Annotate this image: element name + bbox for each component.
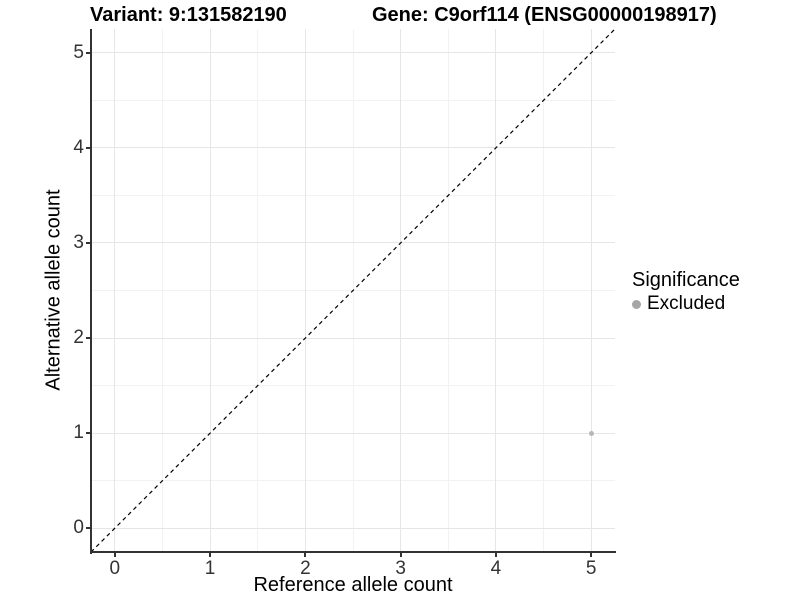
y-tick-label: 4: [73, 136, 84, 158]
legend-item-excluded: Excluded: [632, 293, 740, 315]
gridline-y-minor: [91, 99, 615, 101]
gridline-x-major: [209, 29, 211, 552]
x-tick-mark: [113, 552, 116, 557]
y-tick-mark: [86, 146, 91, 149]
x-axis-line: [91, 551, 616, 553]
gridline-x-major: [400, 29, 402, 552]
gridline-y-minor: [91, 480, 615, 482]
data-point: [588, 430, 594, 436]
y-tick-label: 5: [73, 41, 84, 63]
x-tick-label: 2: [300, 558, 311, 579]
gridline-y-major: [91, 527, 615, 529]
y-axis-title: Alternative allele count: [42, 189, 65, 391]
plot-panel: [90, 28, 616, 553]
x-tick-mark: [494, 552, 497, 557]
gridline-x-major: [590, 29, 592, 552]
gridline-y-major: [91, 147, 615, 149]
gridline-x-major: [495, 29, 497, 552]
y-tick-mark: [86, 337, 91, 340]
y-tick-mark: [86, 527, 91, 530]
x-tick-mark: [399, 552, 402, 557]
y-tick-label: 2: [73, 327, 84, 349]
legend-item-label: Excluded: [647, 293, 726, 314]
legend-point-icon: [632, 299, 641, 309]
gridline-y-major: [91, 242, 615, 244]
x-tick-label: 5: [585, 558, 597, 579]
gridline-y-major: [91, 337, 615, 339]
x-tick-label: 3: [395, 558, 406, 579]
gridline-y-minor: [91, 385, 615, 387]
gridline-y-minor: [91, 194, 615, 196]
y-tick-mark: [86, 432, 91, 435]
x-tick-mark: [304, 552, 307, 557]
gridline-y-major: [91, 432, 615, 434]
y-tick-label: 3: [73, 231, 84, 253]
x-tick-mark: [209, 552, 212, 557]
legend: Significance Excluded: [632, 269, 740, 315]
x-axis-title: Reference allele count: [253, 574, 453, 596]
gridline-y-major: [91, 52, 615, 54]
gridline-x-major: [114, 29, 116, 552]
variant-title: Variant: 9:131582190: [90, 4, 287, 26]
gene-title: Gene: C9orf114 (ENSG00000198917): [372, 4, 717, 26]
identity-line: [90, 28, 616, 553]
legend-title: Significance: [632, 269, 740, 291]
x-tick-mark: [590, 552, 593, 557]
gridline-x-major: [304, 29, 306, 552]
y-axis-line: [90, 29, 92, 554]
y-tick-mark: [86, 51, 91, 54]
x-tick-label: 1: [204, 558, 216, 579]
y-tick-mark: [86, 241, 91, 244]
x-tick-label: 4: [490, 558, 502, 579]
y-tick-label: 0: [73, 517, 84, 539]
x-tick-label: 0: [109, 558, 121, 579]
y-tick-label: 1: [73, 422, 84, 444]
